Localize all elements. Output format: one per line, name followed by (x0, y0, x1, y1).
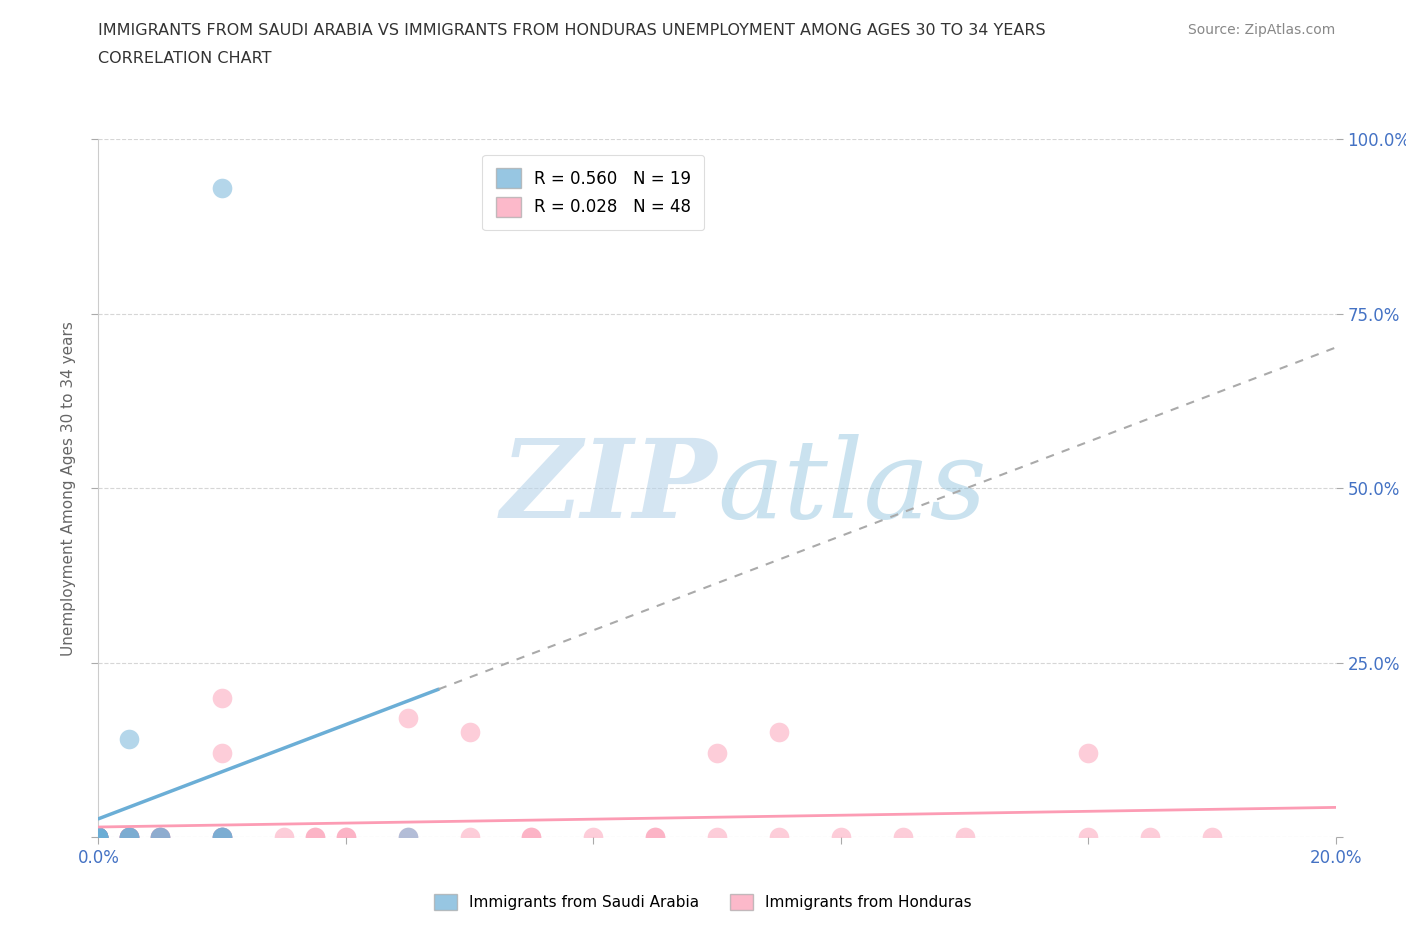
Point (87, 830, 110, 844)
Point (118, 830, 141, 844)
Point (87, 830, 110, 844)
Point (304, 830, 326, 844)
Point (87, 830, 110, 844)
Point (211, 830, 233, 844)
Point (87, 830, 110, 844)
Point (335, 830, 357, 844)
Point (87, 830, 110, 844)
Point (644, 830, 666, 844)
Point (1139, 830, 1161, 844)
Point (273, 830, 295, 844)
Point (335, 830, 357, 844)
Point (458, 725, 481, 740)
Point (768, 725, 790, 740)
Point (644, 830, 666, 844)
Point (118, 830, 141, 844)
Point (118, 830, 141, 844)
Point (87, 830, 110, 844)
Point (706, 746, 728, 761)
Point (87, 830, 110, 844)
Point (520, 830, 543, 844)
Point (149, 830, 172, 844)
Point (211, 830, 233, 844)
Point (706, 830, 728, 844)
Point (211, 690, 233, 705)
Point (87, 830, 110, 844)
Point (118, 830, 141, 844)
Point (211, 746, 233, 761)
Point (149, 830, 172, 844)
Point (1077, 830, 1099, 844)
Point (1201, 830, 1223, 844)
Point (87, 830, 110, 844)
Point (118, 830, 141, 844)
Point (582, 830, 605, 844)
Point (458, 830, 481, 844)
Point (149, 830, 172, 844)
Text: atlas: atlas (717, 434, 987, 542)
Point (87, 830, 110, 844)
Point (87, 830, 110, 844)
Point (891, 830, 914, 844)
Point (211, 830, 233, 844)
Point (87, 830, 110, 844)
Point (149, 830, 172, 844)
Point (118, 830, 141, 844)
Point (830, 830, 852, 844)
Point (396, 711, 419, 725)
Text: Source: ZipAtlas.com: Source: ZipAtlas.com (1188, 23, 1336, 37)
Point (211, 830, 233, 844)
Point (520, 830, 543, 844)
Point (149, 830, 172, 844)
Point (87, 830, 110, 844)
Point (396, 830, 419, 844)
Text: CORRELATION CHART: CORRELATION CHART (98, 51, 271, 66)
Point (87, 830, 110, 844)
Legend: R = 0.560   N = 19, R = 0.028   N = 48: R = 0.560 N = 19, R = 0.028 N = 48 (482, 154, 704, 231)
Point (953, 830, 976, 844)
Point (768, 830, 790, 844)
Point (1077, 746, 1099, 761)
Legend: Immigrants from Saudi Arabia, Immigrants from Honduras: Immigrants from Saudi Arabia, Immigrants… (426, 886, 980, 918)
Point (87, 830, 110, 844)
Point (118, 732, 141, 747)
Text: IMMIGRANTS FROM SAUDI ARABIA VS IMMIGRANTS FROM HONDURAS UNEMPLOYMENT AMONG AGES: IMMIGRANTS FROM SAUDI ARABIA VS IMMIGRAN… (98, 23, 1046, 38)
Point (304, 830, 326, 844)
Point (211, 830, 233, 844)
Point (87, 830, 110, 844)
Point (211, 180, 233, 196)
Point (87, 830, 110, 844)
Point (87, 830, 110, 844)
Y-axis label: Unemployment Among Ages 30 to 34 years: Unemployment Among Ages 30 to 34 years (60, 321, 76, 656)
Point (396, 830, 419, 844)
Point (211, 830, 233, 844)
Point (118, 830, 141, 844)
Text: ZIP: ZIP (501, 434, 717, 542)
Point (118, 830, 141, 844)
